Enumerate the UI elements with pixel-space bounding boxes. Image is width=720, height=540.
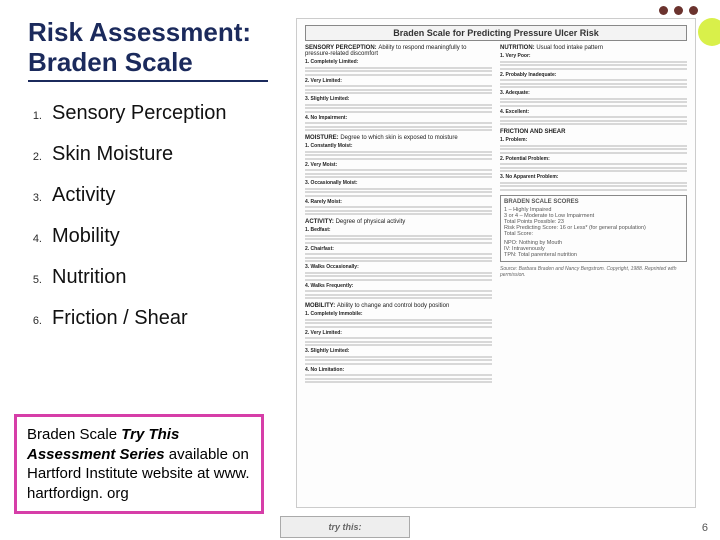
item-label: Skin Moisture <box>52 143 173 166</box>
item-number: 5. <box>28 274 42 286</box>
item-label: Mobility <box>52 225 120 248</box>
page-title: Risk Assessment: Braden Scale <box>28 18 268 82</box>
callout-lead: Braden Scale <box>27 426 121 443</box>
list-item: 2. Skin Moisture <box>28 143 288 166</box>
callout-box: Braden Scale Try This Assessment Series … <box>14 414 264 514</box>
list-item: 3. Activity <box>28 184 288 207</box>
list-item: 4. Mobility <box>28 225 288 248</box>
item-label: Sensory Perception <box>52 102 227 125</box>
list-item: 5. Nutrition <box>28 266 288 289</box>
doc-title: Braden Scale for Predicting Pressure Ulc… <box>305 25 687 41</box>
list-item: 6. Friction / Shear <box>28 307 288 330</box>
item-number: 6. <box>28 315 42 327</box>
doc-left-column: SENSORY PERCEPTION: Ability to respond m… <box>305 45 492 387</box>
braden-scale-document: Braden Scale for Predicting Pressure Ulc… <box>296 18 696 508</box>
criteria-list: 1. Sensory Perception 2. Skin Moisture 3… <box>28 102 288 330</box>
doc-right-column: NUTRITION: Usual food intake pattern1. V… <box>500 45 687 387</box>
item-number: 1. <box>28 110 42 122</box>
list-item: 1. Sensory Perception <box>28 102 288 125</box>
item-number: 4. <box>28 233 42 245</box>
try-this-banner: try this: <box>280 516 410 538</box>
item-label: Nutrition <box>52 266 126 289</box>
page-number: 6 <box>702 522 708 534</box>
item-number: 2. <box>28 151 42 163</box>
item-label: Activity <box>52 184 115 207</box>
item-number: 3. <box>28 192 42 204</box>
item-label: Friction / Shear <box>52 307 188 330</box>
